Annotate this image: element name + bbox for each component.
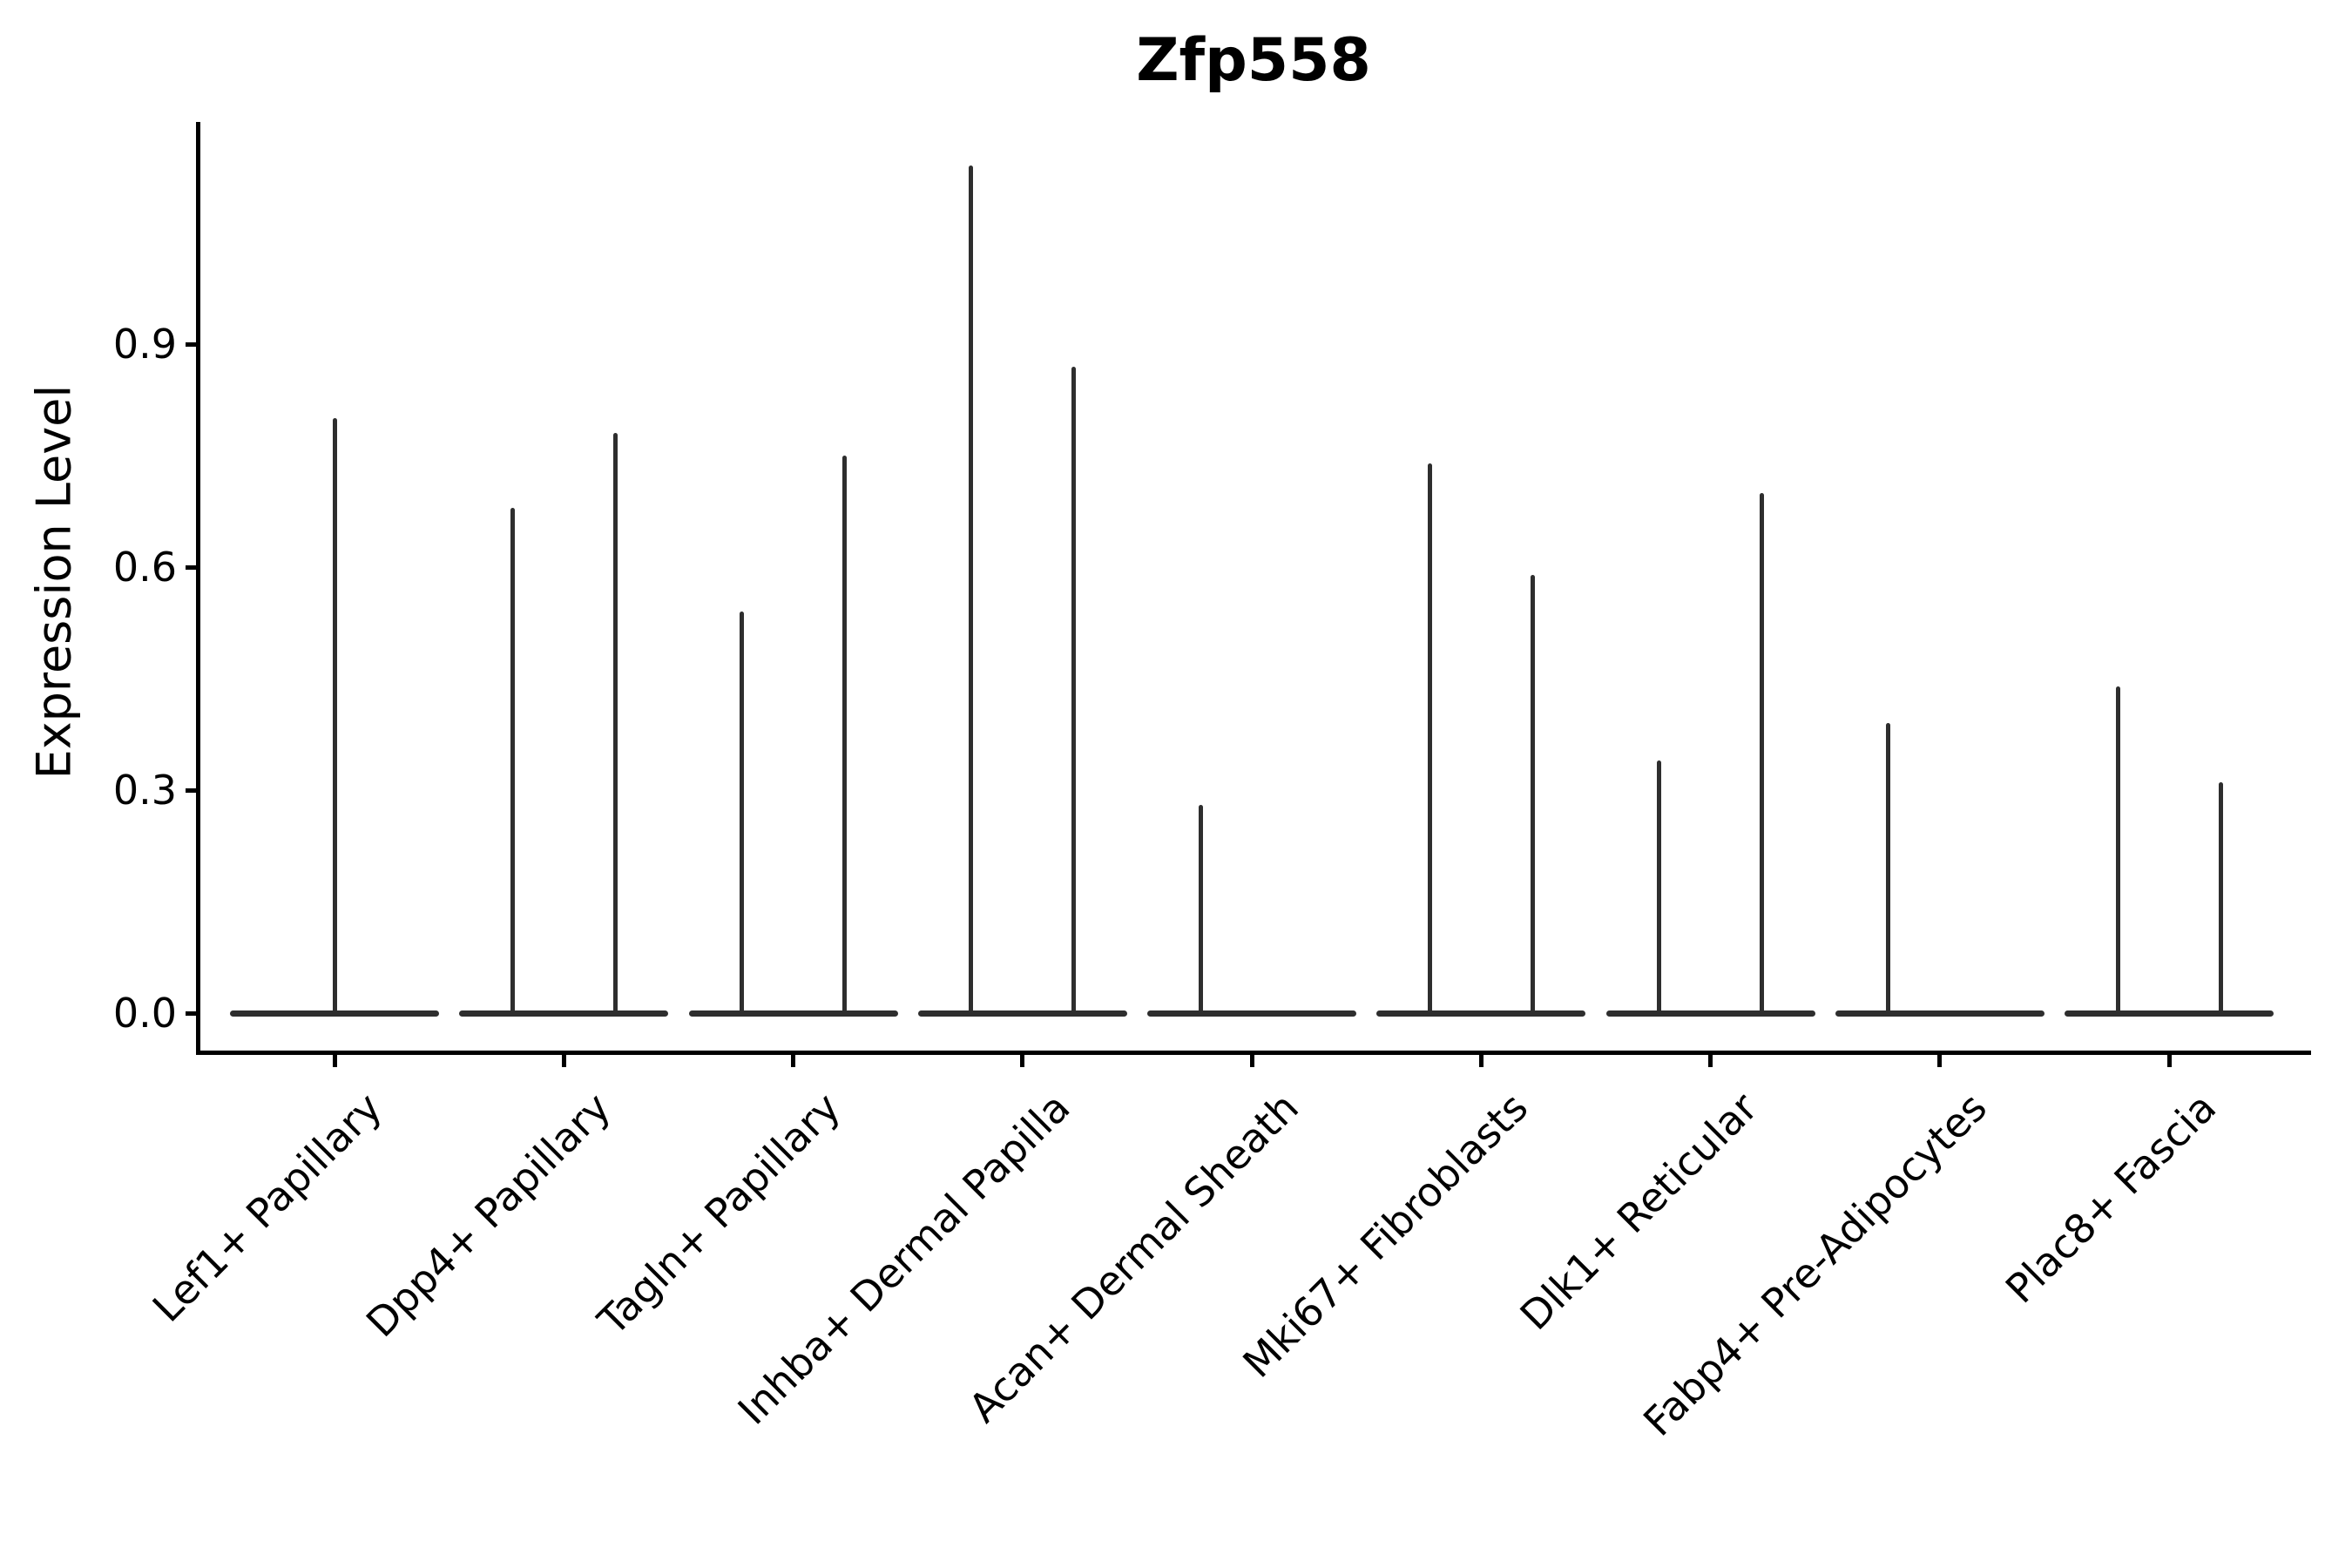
violin-spike	[740, 612, 744, 1016]
violin-spike	[2218, 782, 2223, 1016]
x-tick-mark	[1020, 1055, 1025, 1067]
violin-spike	[1530, 574, 1535, 1016]
x-tick-mark	[2166, 1055, 2172, 1067]
violin-spike	[842, 456, 847, 1016]
violin-base	[1376, 1010, 1586, 1017]
violin-spike	[1198, 805, 1203, 1016]
violin-spike	[969, 166, 974, 1016]
x-tick-label: Dpp4+ Papillary	[357, 1084, 620, 1347]
violin-base	[1147, 1010, 1356, 1017]
x-tick-label: Lef1+ Papillary	[143, 1084, 391, 1331]
x-tick-mark	[1708, 1055, 1713, 1067]
y-tick-label: 0.3	[112, 767, 177, 814]
y-axis-label: Expression Level	[26, 384, 82, 780]
violin-spike	[1760, 492, 1764, 1016]
violin-base	[459, 1010, 669, 1017]
y-tick-mark	[186, 1010, 198, 1016]
violin-spike	[612, 433, 618, 1016]
y-tick-mark	[186, 787, 198, 793]
violin-base	[1835, 1010, 2044, 1017]
violin-base	[917, 1010, 1127, 1017]
x-tick-label: Dlk1+ Reticular	[1511, 1084, 1767, 1340]
x-tick-mark	[1937, 1055, 1943, 1067]
x-tick-label: Tagln+ Papillary	[588, 1084, 849, 1344]
violin-spike	[1071, 366, 1077, 1016]
x-tick-mark	[332, 1055, 337, 1067]
violin-spike	[1886, 723, 1891, 1016]
y-tick-mark	[186, 564, 198, 570]
violin-base	[2065, 1010, 2274, 1017]
violin-spike	[1427, 463, 1432, 1016]
x-tick-label: Plac8+ Fascia	[1996, 1084, 2226, 1313]
x-tick-mark	[1249, 1055, 1254, 1067]
violin-spike	[332, 418, 337, 1016]
x-tick-mark	[1478, 1055, 1484, 1067]
y-axis-spine	[196, 122, 200, 1055]
y-tick-label: 0.6	[112, 544, 177, 591]
x-axis-spine	[196, 1051, 2311, 1055]
x-tick-mark	[561, 1055, 566, 1067]
violin-base	[1605, 1010, 1815, 1017]
violin-spike	[510, 507, 515, 1016]
violin-spike	[2115, 686, 2120, 1016]
violin-base	[688, 1010, 898, 1017]
y-tick-mark	[186, 341, 198, 347]
y-tick-label: 0.9	[112, 321, 177, 368]
violin-spike	[1657, 760, 1661, 1016]
x-tick-mark	[791, 1055, 795, 1067]
y-tick-label: 0.0	[112, 990, 177, 1037]
chart-title: Zfp558	[1136, 26, 1371, 95]
